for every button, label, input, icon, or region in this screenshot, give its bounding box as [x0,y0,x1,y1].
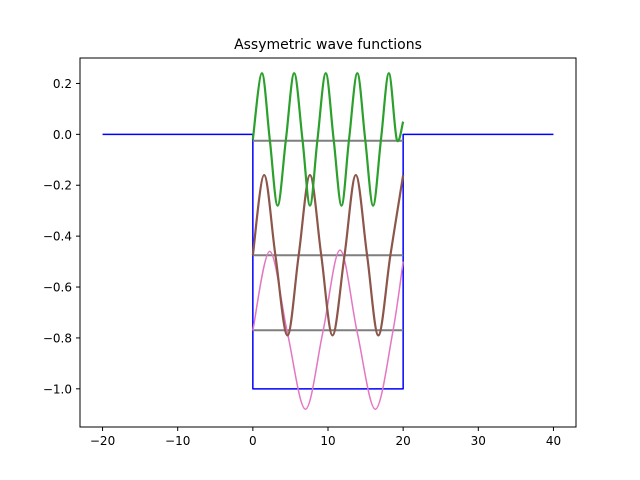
y-tick-label: 0.0 [53,128,72,142]
series-potential-0 [102,133,554,390]
y-tick-label: −0.6 [43,281,72,295]
x-tick-label: 20 [396,434,411,448]
x-tick-label: −20 [90,434,115,448]
chart-title: Assymetric wave functions [234,37,422,53]
series-wave-function-6 [251,72,405,207]
x-tick-label: 0 [249,434,257,448]
x-axis: −20 −10 0 10 20 30 40 [90,427,561,448]
y-tick-label: −0.8 [43,331,72,345]
series-layer [102,72,554,410]
series-wave-function-5 [251,173,405,337]
x-tick-label: 30 [471,434,486,448]
x-tick-label: 10 [320,434,335,448]
y-tick-label: −0.4 [43,230,72,244]
y-tick-label: −0.2 [43,179,72,193]
plot-frame [79,57,577,428]
x-tick-label: 40 [546,434,561,448]
y-tick-label: −1.0 [43,382,72,396]
x-tick-label: −10 [165,434,190,448]
y-axis: 0.2 0.0 −0.2 −0.4 −0.6 −0.8 −1.0 [43,77,80,396]
y-tick-label: 0.2 [53,77,72,91]
